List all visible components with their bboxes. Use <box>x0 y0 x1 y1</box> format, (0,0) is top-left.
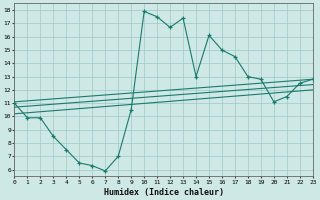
X-axis label: Humidex (Indice chaleur): Humidex (Indice chaleur) <box>104 188 224 197</box>
